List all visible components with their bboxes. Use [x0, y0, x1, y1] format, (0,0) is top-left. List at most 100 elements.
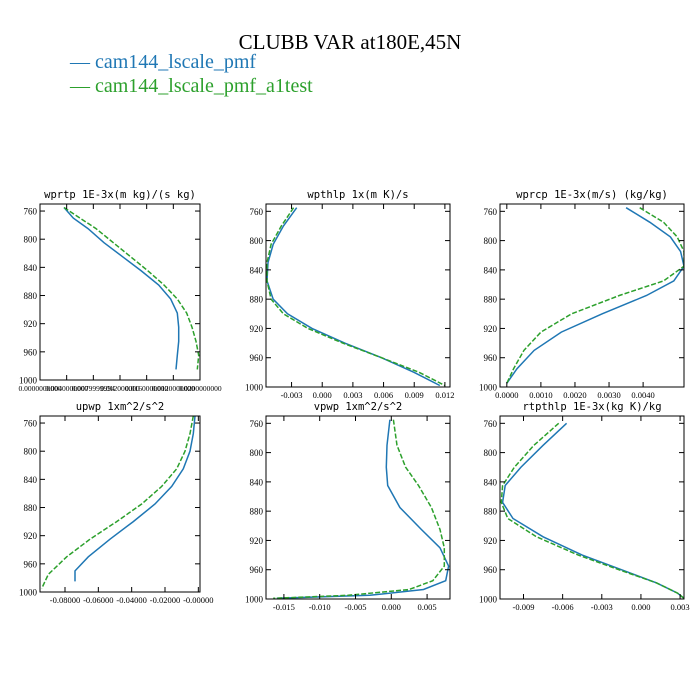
panel-title: upwp 1xm^2/s^2	[76, 401, 165, 413]
x-tick-label: -0.015	[273, 602, 295, 612]
plot-frame	[499, 415, 685, 600]
y-tick-label: 920	[250, 324, 264, 334]
y-tick-label: 920	[484, 536, 498, 546]
panel-title: wprcp 1E-3x(m/s) (kg/kg)	[516, 189, 668, 201]
figure-title: CLUBB VAR at180E,45N	[238, 30, 462, 54]
y-tick-label: 840	[484, 265, 498, 275]
x-tick-label: 0.012000000	[100, 384, 140, 393]
y-tick-label: 800	[484, 448, 498, 458]
y-tick-label: 800	[484, 236, 498, 246]
x-tick-label: 0.0010	[529, 390, 552, 400]
x-tick-label: -0.005	[345, 602, 367, 612]
plot-frame	[265, 415, 451, 600]
x-tick-label: -0.010	[309, 602, 331, 612]
x-tick-label: 0.0040	[631, 390, 654, 400]
y-tick-label: 1000	[245, 383, 264, 393]
x-tick-label: 0.006	[374, 390, 393, 400]
y-tick-label: 960	[250, 565, 264, 575]
x-tick-label: 0.003	[671, 602, 690, 612]
x-tick-label: 0.003	[343, 390, 362, 400]
x-tick-label: 0.012	[435, 390, 454, 400]
x-tick-label: 0.0040000000	[45, 384, 88, 393]
y-tick-label: 880	[484, 507, 498, 517]
y-tick-label: 960	[24, 347, 38, 357]
y-tick-label: 1000	[19, 588, 38, 598]
y-tick-label: 880	[24, 503, 38, 513]
y-tick-label: 920	[484, 324, 498, 334]
x-tick-label: 0.0160000000	[125, 384, 168, 393]
series-line-1	[501, 422, 684, 599]
x-tick-label: 0.0120000000	[152, 384, 195, 393]
x-tick-label: 0.0079999994	[72, 384, 115, 393]
plot-frame	[39, 415, 201, 593]
x-tick-label: 0.000	[631, 602, 650, 612]
x-tick-label: 0.0020	[563, 390, 586, 400]
y-tick-label: 1000	[479, 595, 498, 605]
y-tick-label: 760	[250, 207, 264, 217]
legend-label-2: cam144_lscale_pmf_a1test	[95, 75, 313, 97]
legend-line-1: —	[70, 51, 95, 73]
y-tick-label: 760	[484, 419, 498, 429]
panel-3: wprcp 1E-3x(m/s) (kg/kg) 760 800 840 880 920 9…	[479, 189, 685, 400]
y-tick-label: 760	[24, 207, 38, 217]
series-line-2	[41, 416, 195, 589]
x-tick-label: 0.000	[382, 602, 401, 612]
panel-2: wpthlp 1x(m K)/s 760 800 840 880 920 960 1000 -0…	[245, 189, 454, 400]
y-tick-label: 880	[250, 507, 264, 517]
series-line-2	[273, 419, 446, 599]
y-tick-label: 960	[24, 559, 38, 569]
y-tick-label: 840	[484, 477, 498, 487]
panel-5: vpwp 1xm^2/s^2 760 800 840 880 920 960 1000 -0.0…	[245, 401, 451, 612]
y-tick-label: 760	[24, 419, 38, 429]
series-line-2	[500, 422, 684, 599]
plot-frame	[39, 203, 201, 381]
y-tick-label: 800	[250, 236, 264, 246]
x-tick-label: -0.04000	[116, 595, 146, 605]
y-tick-label: 760	[250, 419, 264, 429]
panel-1: wprtp 1E-3x(m kg)/(s kg) 760 800 840 880 920 9…	[18, 189, 221, 393]
plot-frame	[499, 203, 685, 388]
y-tick-label: 760	[484, 207, 498, 217]
y-tick-label: 1000	[245, 595, 264, 605]
x-tick-label: 0.005	[418, 602, 437, 612]
x-tick-label: 0.009	[405, 390, 424, 400]
x-tick-label: -0.006	[552, 602, 574, 612]
y-tick-label: 800	[24, 235, 38, 245]
x-tick-label: 0.0200000000	[178, 384, 221, 393]
x-tick-label: 0.000	[313, 390, 332, 400]
x-tick-label: -0.009	[513, 602, 535, 612]
y-tick-label: 880	[250, 295, 264, 305]
x-tick-label: -0.00000	[183, 595, 213, 605]
legend-entry-2: — cam144_lscale_pmf_a1test	[70, 74, 313, 98]
y-tick-label: 920	[24, 319, 38, 329]
x-tick-label: -0.08000	[50, 595, 80, 605]
y-tick-label: 840	[250, 265, 264, 275]
panel-title: wprtp 1E-3x(m kg)/(s kg)	[44, 189, 196, 201]
legend-entry-1: — cam144_lscale_pmf	[70, 50, 313, 74]
plot-frame	[265, 203, 451, 388]
legend-label-1: cam144_lscale_pmf	[95, 51, 257, 73]
panel-6: rtpthlp 1E-3x(kg K)/kg 760 800 840 880 920 960…	[479, 401, 690, 612]
y-tick-label: 920	[24, 531, 38, 541]
x-tick-label: 0.0030	[597, 390, 620, 400]
y-tick-label: 960	[484, 565, 498, 575]
y-tick-label: 1000	[19, 376, 38, 386]
series-line-1	[276, 419, 450, 599]
x-tick-label: -0.003	[591, 602, 613, 612]
series-line-2	[63, 206, 200, 370]
panel-4: upwp 1xm^2/s^2 760 800 840 880 920 960 1000 -0.0…	[19, 401, 214, 605]
y-tick-label: 840	[250, 477, 264, 487]
series-line-1	[63, 207, 180, 370]
x-tick-label: -0.06000	[83, 595, 113, 605]
panel-title: rtpthlp 1E-3x(kg K)/kg	[522, 401, 661, 413]
x-tick-label: -0.02000	[150, 595, 180, 605]
series-line-1	[74, 416, 196, 582]
series-line-1	[266, 207, 441, 387]
y-tick-label: 880	[24, 291, 38, 301]
x-tick-label: 0.0000	[495, 390, 518, 400]
y-tick-label: 920	[250, 536, 264, 546]
y-tick-label: 840	[24, 263, 38, 273]
series-line-2	[266, 207, 446, 387]
